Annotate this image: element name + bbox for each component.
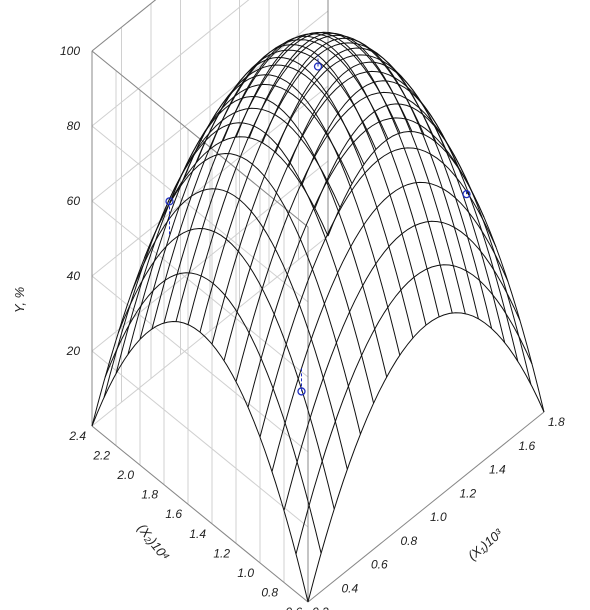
grid-line (91, 125, 309, 303)
x1-tick-label: 1.2 (460, 486, 477, 500)
x1-tick-label: 1.8 (548, 415, 565, 429)
x1-tick-label: 0.8 (401, 534, 418, 548)
mesh-line-x2 (259, 147, 497, 438)
mesh-line-x2 (139, 49, 377, 340)
z-tick-label: 100 (60, 44, 80, 58)
x1-tick-label: 0.4 (342, 581, 359, 595)
data-point (313, 62, 323, 71)
x2-tick-label: 1.6 (165, 507, 182, 521)
z-tick-label: 40 (67, 269, 81, 283)
data-point (165, 197, 174, 206)
z-tick-label: 60 (67, 194, 81, 208)
mesh-line-x2 (163, 33, 401, 324)
x2-tick-label: 1.8 (141, 488, 158, 502)
mesh-line-x1 (327, 130, 545, 413)
x2-tick-label: 2.4 (68, 429, 86, 443)
box-edge (307, 411, 545, 603)
x1-tick-label: 1.0 (430, 510, 447, 524)
x2-tick-label: 1.4 (189, 527, 206, 541)
z-tick-label: 20 (66, 344, 81, 358)
mesh-line-x2 (103, 107, 341, 398)
x1-axis-label: (X₁)10³ (465, 525, 506, 563)
mesh-line-x2 (127, 64, 365, 355)
x2-tick-label: 0.6 (285, 605, 302, 610)
mesh-line-x2 (235, 91, 473, 382)
box-edge (91, 425, 309, 603)
grid-line (91, 200, 309, 378)
grid-line (91, 275, 309, 453)
x2-tick-label: 2.0 (116, 468, 134, 482)
x2-tick-label: 0.8 (261, 585, 278, 599)
x1-tick-label: 0.6 (371, 558, 388, 572)
mesh-line-x1 (222, 35, 440, 317)
data-point (462, 189, 471, 199)
x2-tick-label: 1.0 (237, 566, 254, 580)
data-point (297, 387, 306, 396)
mesh-line-x2 (271, 181, 509, 472)
grid-line (91, 350, 309, 528)
mesh-line-x2 (91, 136, 329, 427)
mesh-line-x2 (307, 312, 545, 603)
mesh-line-x2 (283, 220, 521, 511)
x1-tick-label: 1.4 (489, 463, 506, 477)
observed-points (165, 55, 471, 396)
z-axis-label: Y, % (12, 287, 27, 313)
response-surface-mesh (91, 31, 545, 603)
mesh-line-x2 (115, 83, 353, 374)
mesh-line-x2 (187, 34, 425, 325)
mesh-line-x2 (211, 54, 449, 345)
mesh-line-x2 (151, 39, 389, 330)
x2-tick-label: 1.2 (213, 546, 230, 560)
x1-tick-label: 0.2 (312, 605, 329, 610)
mesh-line-x2 (175, 31, 413, 322)
box-edge (91, 0, 157, 52)
x2-tick-label: 2.2 (92, 449, 110, 463)
z-tick-label: 80 (67, 119, 81, 133)
x2-axis-label: (X₂)10⁴ (135, 521, 173, 564)
axis-ticks: 20 40 60 80 100 0.6 0.8 1.0 1.2 1.4 1.6 1.8 2.0 2.2 2.… (60, 44, 565, 610)
mesh-line-x2 (295, 264, 533, 555)
mesh-line-x1 (314, 103, 532, 385)
chart-back-walls (91, 0, 545, 603)
x1-tick-label: 1.6 (519, 439, 536, 453)
